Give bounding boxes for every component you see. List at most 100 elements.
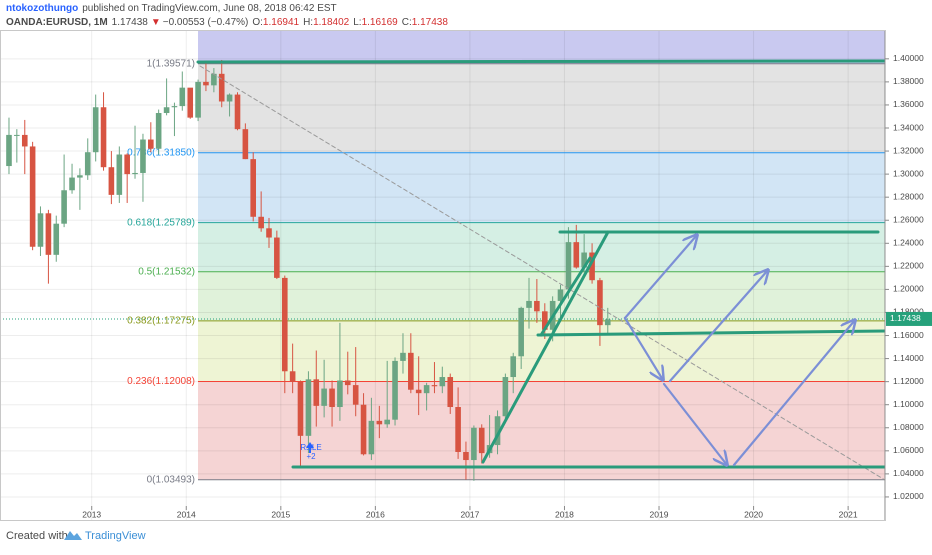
candle-body [384, 420, 390, 425]
candle-body [46, 213, 52, 255]
candle-body [14, 135, 20, 136]
fib-band [198, 153, 885, 223]
candle-body [377, 421, 383, 424]
candle-body [195, 82, 201, 118]
symbol: OANDA:EURUSD, 1M [6, 17, 108, 28]
candle-body [440, 377, 446, 386]
fib-label: 0.786(1.31850) [127, 147, 195, 158]
x-tick-label: 2021 [839, 509, 858, 519]
candle-body [361, 405, 367, 455]
x-tick-label: 2017 [460, 509, 479, 519]
y-tick-label: 1.14000 [893, 353, 924, 363]
last-price-label: 1.17438 [890, 313, 921, 323]
y-tick-label: 1.20000 [893, 284, 924, 294]
candle-body [117, 155, 123, 195]
fib-label: 0.618(1.25789) [127, 217, 195, 228]
candle-body [573, 242, 579, 267]
candle-body [172, 106, 178, 107]
candle-body [432, 385, 438, 386]
fib-band [198, 321, 885, 382]
author: ntokozothungo [6, 3, 78, 14]
candle-body [424, 385, 430, 393]
h-value: 1.18402 [313, 17, 350, 28]
candle-body [526, 301, 532, 308]
y-tick-label: 1.08000 [893, 422, 924, 432]
y-tick-label: 1.28000 [893, 191, 924, 201]
o-label: O: [252, 17, 263, 28]
candle-body [353, 385, 359, 405]
candle-body [93, 107, 99, 152]
x-tick-label: 2013 [82, 509, 101, 519]
candle-body [408, 353, 414, 390]
x-tick-label: 2018 [555, 509, 574, 519]
change: −0.00553 (−0.47%) [163, 17, 249, 28]
y-tick-label: 1.12000 [893, 376, 924, 386]
x-tick-label: 2015 [271, 509, 290, 519]
brand[interactable]: TradingView [85, 530, 146, 542]
candle-body [455, 407, 461, 452]
o-value: 1.16941 [263, 17, 300, 28]
candle-body [597, 280, 603, 325]
x-tick-label: 2014 [177, 509, 196, 519]
l-label: L: [353, 17, 361, 28]
fib-label: 0.236(1.12008) [127, 376, 195, 387]
y-tick-label: 1.40000 [893, 53, 924, 63]
candle-body [400, 353, 406, 361]
candle-body [471, 428, 477, 460]
candle-body [22, 135, 28, 147]
candle-body [463, 452, 469, 460]
candle-body [510, 356, 516, 377]
c-value: 1.17438 [412, 17, 449, 28]
published: published on TradingView.com, June 08, 2… [82, 3, 336, 14]
candle-body [69, 178, 75, 191]
l-value: 1.16169 [362, 17, 399, 28]
y-tick-label: 1.10000 [893, 399, 924, 409]
y-tick-label: 1.06000 [893, 445, 924, 455]
candle-body [30, 146, 36, 246]
fib-band [198, 223, 885, 272]
candle-body [605, 319, 611, 325]
candle-body [282, 278, 288, 371]
y-tick-label: 1.26000 [893, 214, 924, 224]
y-tick-label: 1.22000 [893, 261, 924, 271]
candle-body [345, 380, 351, 385]
candle-body [124, 155, 130, 175]
candle-body [6, 135, 12, 166]
fib-band [198, 64, 885, 153]
candle-body [518, 308, 524, 356]
candle-body [77, 175, 83, 177]
candle-body [321, 389, 327, 406]
candle-body [266, 228, 272, 237]
y-tick-label: 1.32000 [893, 145, 924, 155]
fib-band [198, 272, 885, 321]
fib-label: 0.5(1.21532) [138, 266, 195, 277]
candle-body [148, 140, 154, 149]
candle-body [156, 113, 162, 149]
annotation: RsiLE [300, 443, 321, 452]
candle-body [369, 421, 375, 454]
y-tick-label: 1.34000 [893, 122, 924, 132]
candle-body [132, 173, 138, 174]
candle-body [203, 82, 209, 85]
fib-label: 1(1.39571) [147, 58, 195, 69]
candle-body [235, 95, 241, 130]
candle-body [140, 140, 146, 173]
last: 1.17438 [112, 17, 149, 28]
y-tick-label: 1.04000 [893, 468, 924, 478]
c-label: C: [402, 17, 412, 28]
candle-body [479, 428, 485, 453]
candle-body [85, 152, 91, 175]
candle-body [274, 238, 280, 278]
candle-body [566, 242, 572, 289]
y-tick-label: 1.02000 [893, 491, 924, 501]
candle-body [164, 107, 170, 113]
candle-body [447, 377, 453, 407]
candle-body [109, 167, 115, 195]
candle-body [298, 382, 304, 436]
x-tick-label: 2016 [366, 509, 385, 519]
arrow: ▼ [151, 17, 161, 28]
fib-label: 0(1.03493) [147, 474, 195, 485]
x-tick-label: 2020 [744, 509, 763, 519]
